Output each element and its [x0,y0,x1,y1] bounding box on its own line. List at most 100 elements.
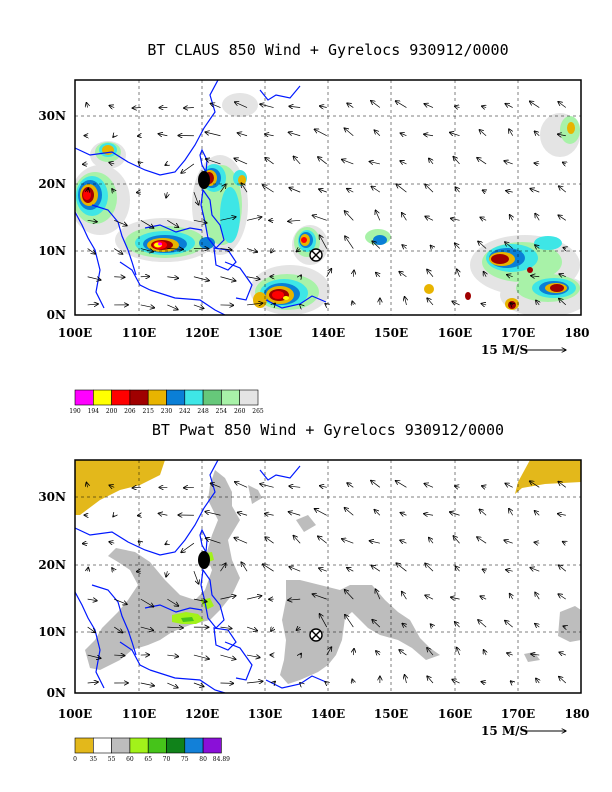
legend-label: 60 [126,756,134,763]
wind-vector [510,681,512,683]
wind-vector [140,683,155,686]
wind-vector [140,598,154,607]
wind-vector [400,133,407,136]
lon-tick: 180 [564,326,589,340]
legend-swatch [129,389,149,406]
wind-vector [371,186,381,193]
wind-vector [344,508,354,516]
legend-label: 75 [181,756,189,763]
wind-vector [530,188,540,193]
wind-vector [193,599,207,602]
wind-vector [425,595,434,600]
wind-vector [114,655,125,656]
wind-vector [345,236,354,249]
wind-vector [319,189,327,192]
legend-label: 242 [179,408,191,415]
legend-label: 248 [197,408,209,415]
wind-vector [318,157,327,165]
lon-tick: 180 [564,707,589,721]
wind-vector [450,218,460,220]
wind-vector [220,596,236,600]
wind-vector [167,655,178,657]
wind-vector [260,484,274,488]
wind-vector [158,513,168,515]
legend-swatch [221,389,240,406]
wind-vector [425,184,434,193]
wind-vector [507,275,513,277]
wind-vector [480,217,487,220]
panel-title: BT Pwat 850 Wind + Gyrelocs 930912/0000 [152,421,504,439]
claus-shading [75,93,581,315]
wind-vector [237,133,248,136]
wind-vector [396,184,407,193]
legend-swatch [184,389,204,406]
wind-vector [509,593,512,600]
gyre-location-typhoon [198,551,210,569]
lat-tick: 10N [38,244,66,258]
lon-tick: 100E [58,326,92,340]
wind-vector [193,571,199,584]
wind-vector [193,192,199,205]
legend-label: 70 [163,756,171,763]
wind-vector [205,538,221,544]
wind-vector [345,614,354,628]
wind-vector [400,161,407,164]
wind-vector [529,481,540,488]
wind-vector [479,130,487,136]
wind-vector [425,216,434,221]
wind-vector [535,592,540,600]
wind-vector [372,241,381,249]
wind-vector [165,543,167,544]
wind-vector [454,243,460,249]
lat-tick: 10N [38,625,66,639]
wind-vector [112,189,114,192]
wind-vector [296,249,300,252]
wind-vector [558,594,567,600]
wind-vector [402,623,406,627]
lat-tick: 30N [38,490,66,504]
wind-vector [271,627,274,631]
wind-vector [371,101,381,108]
wind-vector [87,220,98,222]
wind-vector [288,512,301,516]
wind-vector [210,483,221,488]
wind-vector [234,482,248,488]
panel-title: BT CLAUS 850 Wind + Gyrelocs 930912/0000 [147,41,508,59]
wind-vector [181,163,195,173]
wind-vector [312,594,327,600]
legend-label: 84.89 [213,756,230,763]
wind-vector [262,185,274,193]
wind-vector [220,563,225,572]
wind-vector [344,211,354,221]
wind-vector [314,509,327,516]
wind-vector [318,536,327,544]
wind-vector [347,483,354,488]
wind-vector [558,215,567,221]
wind-vector [132,108,141,109]
wind-vector [424,104,434,108]
wind-vector [536,300,540,305]
wind-vector [181,542,195,552]
wind-vector [558,565,567,572]
wind-vector [478,241,487,249]
wind-vector [274,303,276,305]
wind-vector [504,540,513,543]
wind-vector [288,599,301,600]
wind-scale: 15 M/S [481,343,566,357]
legend-label: 260 [234,408,246,415]
wind-vector [371,480,381,488]
wind-vector [87,654,101,658]
lat-tick: 30N [38,109,66,123]
wind-vector [140,220,154,228]
lon-labels: 100E 110E 120E 130E 140E 150E 160E 170E … [58,326,590,340]
lon-tick: 150E [374,326,408,340]
wind-vector [193,304,204,309]
wind-vector [289,567,301,572]
wind-vector [319,614,328,628]
wind-vector [342,539,354,544]
wind-vector [205,512,221,516]
wind-vector [455,566,459,572]
wind-vector [112,568,114,571]
wind-vector [289,187,301,193]
